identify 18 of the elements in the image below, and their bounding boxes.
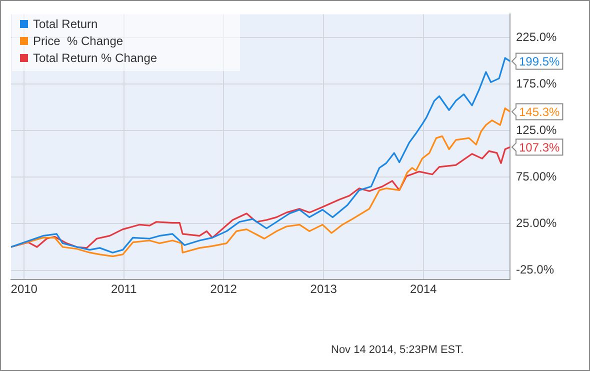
x-tick-label: 2013 (310, 282, 338, 296)
legend-label: Total Return (33, 16, 98, 30)
x-tick-label: 2010 (10, 282, 38, 296)
data-label: 199.5% (519, 54, 560, 69)
x-tick-label: 2011 (110, 282, 138, 296)
y-tick-label: -25.0% (516, 262, 554, 277)
data-label: 145.3% (519, 105, 560, 120)
text: Nov 14 2014, 5:23PM EST. (331, 344, 464, 356)
y-tick-label: 75.00% (516, 169, 558, 184)
data-label: 107.3% (519, 140, 560, 154)
y-tick-label: 125.0% (516, 122, 558, 137)
legend-label: Total Return % Change (33, 50, 158, 64)
x-tick-label: 2014 (410, 282, 438, 296)
legend-label: Price % Change (33, 34, 124, 48)
y-tick-label: 175.0% (516, 76, 558, 90)
y-tick-label: 25.00% (516, 216, 558, 230)
y-tick-label: 225.0% (516, 30, 558, 44)
x-tick-label: 2012 (210, 282, 238, 296)
